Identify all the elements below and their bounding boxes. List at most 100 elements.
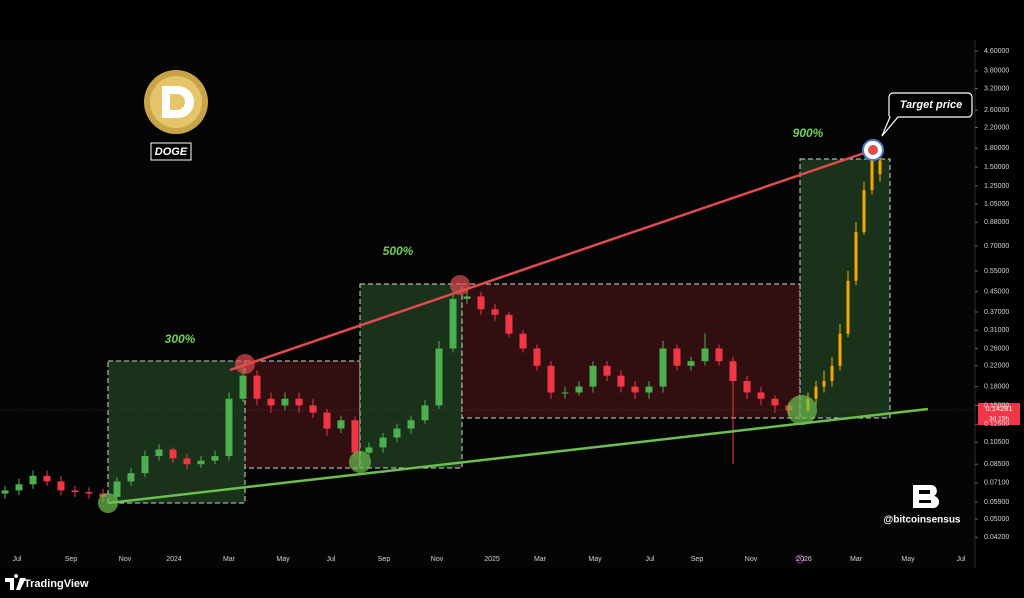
candle-body	[561, 392, 569, 394]
candle-body	[421, 405, 429, 421]
gain-zone	[107, 360, 246, 504]
y-tick-label: 0.05000	[984, 516, 1009, 523]
y-tick-label: 0.26000	[984, 345, 1009, 352]
x-tick-label: May	[901, 556, 915, 563]
candle-body	[743, 380, 751, 393]
candle-body	[295, 398, 303, 406]
candle-body	[43, 475, 51, 482]
y-tick-label: 0.22000	[984, 363, 1009, 370]
y-tick-label: 0.12500	[984, 421, 1009, 428]
x-tick-label: Jul	[327, 556, 336, 563]
candle-body	[687, 361, 695, 366]
candle-body	[225, 398, 233, 457]
x-tick-label: Nov	[431, 556, 444, 563]
candle-body	[846, 280, 850, 334]
candle-body	[822, 380, 826, 387]
candle-body	[29, 475, 37, 485]
touch-marker	[98, 493, 118, 513]
x-tick-label: May	[588, 556, 602, 563]
candle-body	[701, 348, 709, 362]
x-tick-label: May	[276, 556, 290, 563]
x-tick-label: Sep	[65, 556, 78, 563]
gain-zone	[359, 283, 463, 469]
candle-body	[870, 160, 874, 191]
y-tick-label: 0.45000	[984, 289, 1009, 296]
x-tick-label: Jul	[646, 556, 655, 563]
x-tick-label: Sep	[378, 556, 391, 563]
doge-logo-inner	[150, 76, 202, 128]
candle-body	[281, 398, 289, 406]
candles	[1, 151, 882, 503]
event-icon	[795, 554, 805, 564]
candle-body	[830, 365, 834, 381]
candle-body	[155, 449, 163, 457]
candle-body	[491, 309, 499, 315]
y-tick-label: 3.80000	[984, 68, 1009, 75]
candle-body	[631, 386, 639, 393]
candle-body	[547, 365, 555, 393]
candle-body	[715, 348, 723, 362]
candle-body	[351, 420, 359, 453]
range-zone	[461, 283, 801, 419]
x-tick-label: 2026	[796, 556, 812, 563]
countdown: 3d 15h	[989, 416, 1009, 423]
last-price-badge	[978, 403, 1020, 425]
x-tick-label: Jul	[957, 556, 966, 563]
gain-label: 300%	[165, 332, 196, 346]
candle-body	[379, 437, 387, 448]
y-tick-label: 0.15000	[984, 402, 1009, 409]
candle-body	[323, 412, 331, 429]
candle-body	[407, 420, 415, 429]
candle-body	[267, 398, 275, 406]
candle-body	[463, 296, 471, 299]
candle-body	[57, 481, 65, 491]
watermark-logo	[913, 485, 940, 509]
brand-logo	[5, 574, 26, 590]
target-label: Target price	[900, 99, 963, 111]
candle-body	[729, 361, 737, 381]
resistance-line	[229, 148, 874, 372]
candle-body	[337, 420, 345, 429]
candle-body	[575, 386, 583, 393]
touch-marker	[787, 395, 817, 425]
y-tick-label: 0.10500	[984, 439, 1009, 446]
candle-body	[141, 456, 149, 474]
y-tick-label: 1.05000	[984, 201, 1009, 208]
x-tick-label: Sep	[691, 556, 704, 563]
y-tick-label: 0.37000	[984, 309, 1009, 316]
x-tick-label: 2025	[484, 556, 500, 563]
y-tick-label: 0.05900	[984, 499, 1009, 506]
range-zone	[244, 360, 361, 469]
candle-body	[645, 386, 653, 393]
y-tick-label: 1.80000	[984, 145, 1009, 152]
candle-body	[1, 490, 9, 494]
candle-body	[854, 232, 858, 281]
target-icon	[862, 139, 884, 161]
candle-body	[449, 298, 457, 349]
x-tick-label: Nov	[745, 556, 758, 563]
y-tick-label: 0.18000	[984, 383, 1009, 390]
candle-body	[477, 296, 485, 310]
candle-body	[617, 375, 625, 387]
candle-body	[113, 481, 121, 497]
candle-body	[589, 365, 597, 387]
candle-body	[393, 428, 401, 438]
y-tick-label: 1.25000	[984, 183, 1009, 190]
last-price: 0.14281	[985, 404, 1012, 413]
y-tick-label: 0.70000	[984, 243, 1009, 250]
candle-body	[309, 405, 317, 413]
candle-body	[878, 160, 882, 175]
candle-body	[533, 348, 541, 366]
candle-body	[183, 458, 191, 465]
price-axis: 4.60000 3.80000 3.20000 2.60000 2.20000 1.800…	[975, 48, 1009, 541]
candle-body	[659, 348, 667, 387]
support-line	[107, 407, 929, 505]
x-tick-label: 2024	[166, 556, 182, 563]
candle-body	[435, 348, 443, 406]
candle-body	[838, 333, 842, 366]
candle-body	[757, 392, 765, 399]
y-tick-label: 2.20000	[984, 124, 1009, 131]
y-tick-label: 0.31000	[984, 327, 1009, 334]
candle-body	[771, 398, 779, 406]
